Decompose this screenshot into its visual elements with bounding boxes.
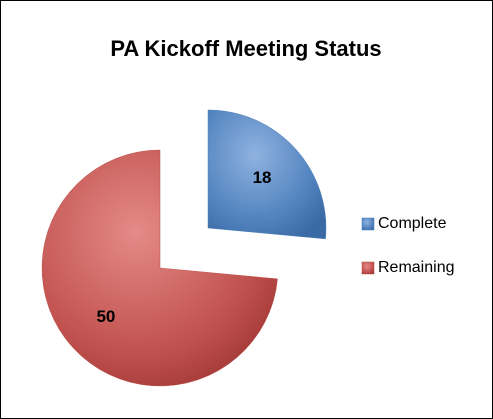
pie-slice xyxy=(41,149,278,387)
data-label: 50 xyxy=(96,307,115,326)
legend-swatch xyxy=(361,217,375,231)
legend-label: Remaining xyxy=(378,259,454,276)
legend-label: Complete xyxy=(378,215,447,232)
legend-swatch xyxy=(361,261,375,275)
pie-slice xyxy=(207,109,327,240)
chart-title: PA Kickoff Meeting Status xyxy=(110,36,381,61)
data-label: 18 xyxy=(253,168,272,187)
